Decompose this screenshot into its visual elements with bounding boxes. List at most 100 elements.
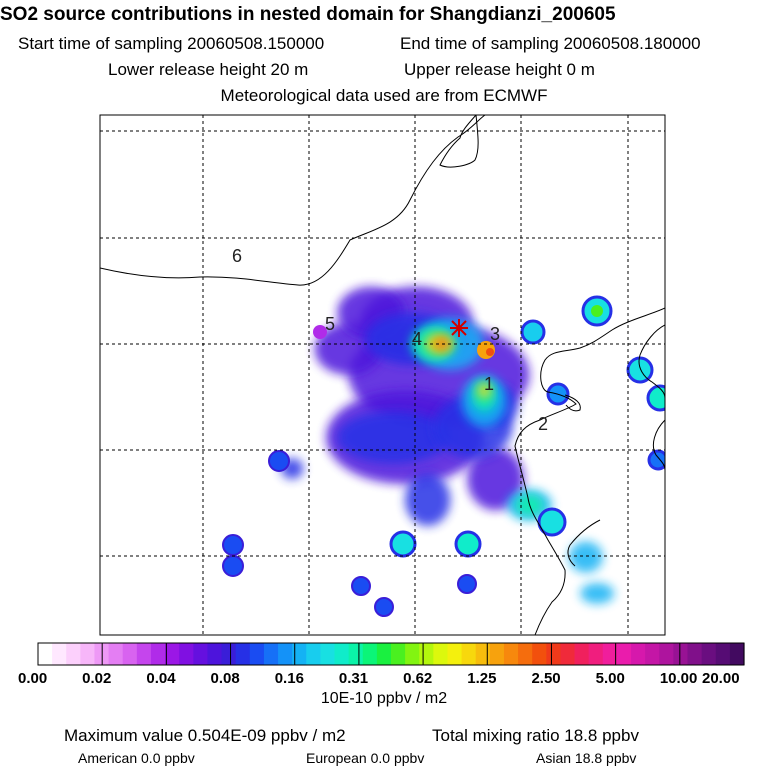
colorbar-cell <box>518 643 533 665</box>
colorbar-tick-label: 5.00 <box>596 670 625 687</box>
upper-release-label: Upper release height 0 m <box>404 60 595 79</box>
maximum-value-label: Maximum value 0.504E-09 ppbv / m2 <box>64 726 346 745</box>
hotspot-west <box>268 450 290 472</box>
plume-blob <box>580 583 615 604</box>
colorbar-cell <box>249 643 265 665</box>
colorbar-cell <box>616 643 632 665</box>
colorbar-tick-label: 20.00 <box>702 670 740 687</box>
colorbar-cell <box>334 643 350 665</box>
colorbar-tick-label: 10.00 <box>660 670 698 687</box>
colorbar-tick-label: 1.25 <box>467 670 496 687</box>
colorbar-cell <box>631 643 646 665</box>
map-frame <box>99 114 666 636</box>
colorbar-tick-label: 0.62 <box>403 670 432 687</box>
contour-labels: 6 5 4 3 1 2 <box>232 246 548 434</box>
contour-label-5: 5 <box>325 314 335 334</box>
colorbar-cell <box>673 643 689 665</box>
colorbar-cell <box>235 643 251 665</box>
colorbar-cell <box>461 643 477 665</box>
colorbar-cell <box>489 643 505 665</box>
plume-blob <box>433 337 450 351</box>
colorbar-cell <box>66 643 81 665</box>
colorbar-cell <box>278 643 293 665</box>
coastline-south <box>567 519 601 567</box>
colorbar-cell <box>433 643 449 665</box>
colorbar-tick-label: 0.16 <box>275 670 304 687</box>
colorbar-cell <box>701 643 717 665</box>
colorbar-cell <box>574 643 590 665</box>
colorbar-cell <box>560 643 576 665</box>
coastline-east <box>564 394 581 412</box>
colorbar-cell <box>221 643 237 665</box>
colorbar-tick-label: 0.02 <box>82 670 111 687</box>
contour-label-6: 6 <box>232 246 242 266</box>
colorbar-units: 10E-10 ppbv / m2 <box>320 690 448 707</box>
hotspot-se <box>537 507 567 537</box>
hotspot-receptor-core-2 <box>486 348 494 356</box>
colorbar-cell <box>659 643 674 665</box>
total-mixing-ratio-label: Total mixing ratio 18.8 ppbv <box>432 726 639 745</box>
lower-release-label: Lower release height 20 m <box>108 60 309 79</box>
colorbar-cell <box>362 643 378 665</box>
colorbar-cell <box>306 643 321 665</box>
hotspot-east-1 <box>520 319 546 345</box>
grid-layer <box>100 115 665 635</box>
end-time-label: End time of sampling 20060508.180000 <box>400 34 701 53</box>
plume-blob <box>405 473 451 526</box>
met-data-label: Meteorological data used are from ECMWF <box>220 86 548 105</box>
colorbar-cell <box>391 643 406 665</box>
colorbar-tick-label: 0.08 <box>211 670 240 687</box>
hotspot-south-4 <box>351 576 371 596</box>
hotspot-coast-2 <box>646 384 665 412</box>
contour-label-1: 1 <box>484 374 494 394</box>
hotspot-coast-3 <box>647 449 665 471</box>
colorbar-cell <box>80 643 96 665</box>
colorbar-tick-label: 0.00 <box>18 670 47 687</box>
hotspot-north <box>313 325 327 339</box>
colorbar-cell <box>419 643 434 665</box>
contour-label-2: 2 <box>538 414 548 434</box>
colorbar-tick-label: 2.50 <box>531 670 560 687</box>
colorbar-cell <box>122 643 138 665</box>
chart-title: SO2 source contributions in nested domai… <box>0 4 616 25</box>
contour-label-3: 3 <box>490 324 500 344</box>
receptor-line-4 <box>451 320 467 336</box>
colorbar-cell <box>729 643 745 665</box>
colorbar-cell <box>165 643 180 665</box>
start-time-label: Start time of sampling 20060508.150000 <box>18 34 325 53</box>
contour-label-4: 4 <box>412 329 422 349</box>
coastline-bohai <box>514 307 665 635</box>
coastline-peninsula <box>638 324 665 399</box>
colorbar-tick-label: 0.04 <box>146 670 176 687</box>
colorbar-cell <box>38 643 53 665</box>
colorbar-cell <box>179 643 194 665</box>
receptor-marker <box>450 319 468 337</box>
colorbar-cell <box>447 643 463 665</box>
coastline-north <box>100 115 486 286</box>
colorbar-cell <box>588 643 604 665</box>
colorbar-cell <box>263 643 279 665</box>
plume-blob <box>477 382 491 399</box>
colorbar-cells <box>38 643 745 665</box>
colorbar-cell <box>546 643 562 665</box>
colorbar-cell <box>532 643 547 665</box>
colorbar-cell <box>193 643 209 665</box>
colorbar-cell <box>687 643 703 665</box>
coastline-shandong <box>652 419 665 471</box>
colorbar-cell <box>136 643 152 665</box>
plume-blob <box>568 541 603 573</box>
colorbar-cell <box>320 643 336 665</box>
european-contribution: European 0.0 ppbv <box>306 750 425 766</box>
hotspot-layer <box>222 295 665 617</box>
hotspot-ne-core <box>591 305 603 317</box>
colorbar-cell <box>475 643 491 665</box>
colorbar-cell <box>292 643 307 665</box>
coastline-north-2 <box>439 115 479 168</box>
colorbar-cell <box>348 643 364 665</box>
american-contribution: American 0.0 ppbv <box>78 750 195 766</box>
colorbar-cell <box>376 643 392 665</box>
colorbar-cell <box>645 643 660 665</box>
colorbar-cell <box>207 643 223 665</box>
